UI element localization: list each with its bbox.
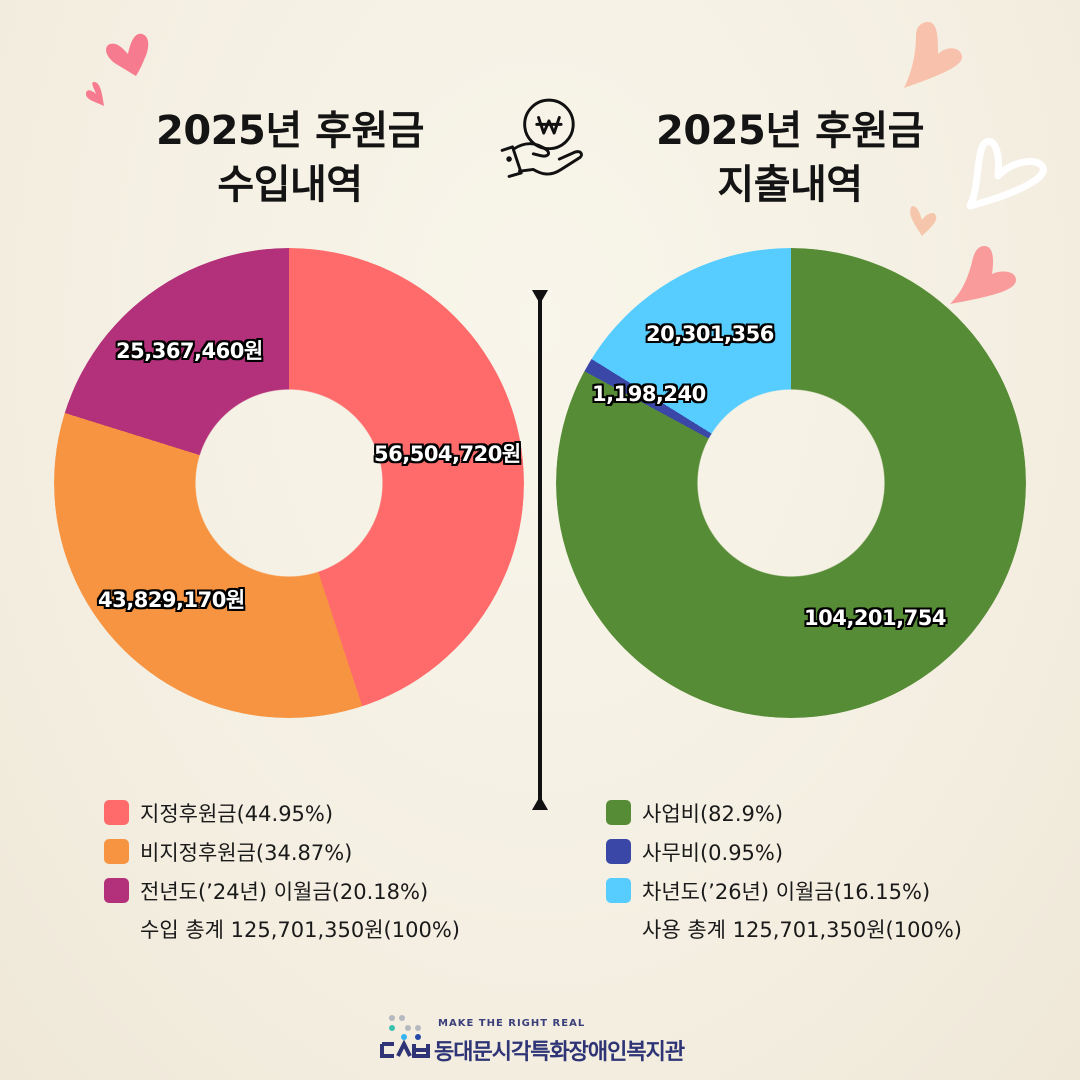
expense-slice-label-carryover: 20,301,356 (646, 322, 774, 346)
income-donut-chart (54, 248, 524, 718)
legend-item-designated: 지정후원금(44.95%) (104, 793, 460, 832)
legend-swatch-icon (104, 839, 129, 864)
footer-tagline: MAKE THE RIGHT REAL (438, 1018, 586, 1029)
heart-icon (910, 206, 937, 236)
income-total: 수입 총계 125,701,350원(100%) (140, 918, 460, 942)
heart-icon (86, 82, 104, 106)
legend-swatch-icon (104, 800, 129, 825)
expense-total: 사용 총계 125,701,350원(100%) (642, 918, 962, 942)
income-slice-label-undesignated: 43,829,170원 (98, 588, 245, 612)
divider-arrow-bottom-icon (532, 796, 548, 810)
heart-icon (904, 22, 963, 88)
income-title: 2025년 후원금 수입내역 (120, 104, 460, 212)
legend-item-office: 사무비(0.95%) (606, 832, 962, 871)
expense-title-line2: 지출내역 (717, 162, 863, 208)
legend-label: 지정후원금(44.95%) (140, 801, 334, 826)
expense-slice-label-project: 104,201,754 (804, 606, 946, 630)
heart-icon (106, 33, 149, 76)
legend-label: 전년도(’24년) 이월금(20.18%) (140, 879, 429, 904)
expense-legend: 사업비(82.9%) 사무비(0.95%) 차년도(’26년) 이월금(16.1… (606, 793, 962, 944)
legend-swatch-icon (606, 878, 631, 903)
heart-icon (966, 138, 1047, 210)
footer-organization: MAKE THE RIGHT REAL 동대문시각특화장애인복지관 (380, 1012, 720, 1072)
expense-title-line1: 2025년 후원금 (656, 108, 924, 154)
legend-item-carryover: 차년도(’26년) 이월금(16.15%) (606, 871, 962, 910)
expense-slice-label-office: 1,198,240 (592, 382, 706, 406)
legend-swatch-icon (104, 878, 129, 903)
organization-logo-icon (380, 1015, 430, 1058)
legend-swatch-icon (606, 839, 631, 864)
chart-divider (532, 290, 548, 810)
income-title-line1: 2025년 후원금 (156, 108, 424, 154)
legend-label: 사무비(0.95%) (642, 840, 784, 865)
hand-holding-won-coin-icon (500, 98, 583, 178)
expense-title: 2025년 후원금 지출내역 (620, 104, 960, 212)
legend-label: 사업비(82.9%) (642, 801, 784, 826)
income-legend: 지정후원금(44.95%) 비지정후원금(34.87%) 전년도(’24년) 이… (104, 793, 460, 944)
legend-item-undesignated: 비지정후원금(34.87%) (104, 832, 460, 871)
divider-arrow-top-icon (532, 290, 548, 304)
legend-swatch-icon (606, 800, 631, 825)
legend-item-carryover: 전년도(’24년) 이월금(20.18%) (104, 871, 460, 910)
footer-organization-name: 동대문시각특화장애인복지관 (434, 1040, 685, 1065)
legend-item-project: 사업비(82.9%) (606, 793, 962, 832)
heart-icon (950, 246, 1016, 304)
legend-label: 비지정후원금(34.87%) (140, 840, 353, 865)
income-slice-label-carryover: 25,367,460원 (116, 339, 263, 363)
expense-donut-chart (556, 248, 1026, 718)
income-title-line2: 수입내역 (217, 162, 363, 208)
legend-label: 차년도(’26년) 이월금(16.15%) (642, 879, 931, 904)
income-slice-label-designated: 56,504,720원 (374, 442, 521, 466)
